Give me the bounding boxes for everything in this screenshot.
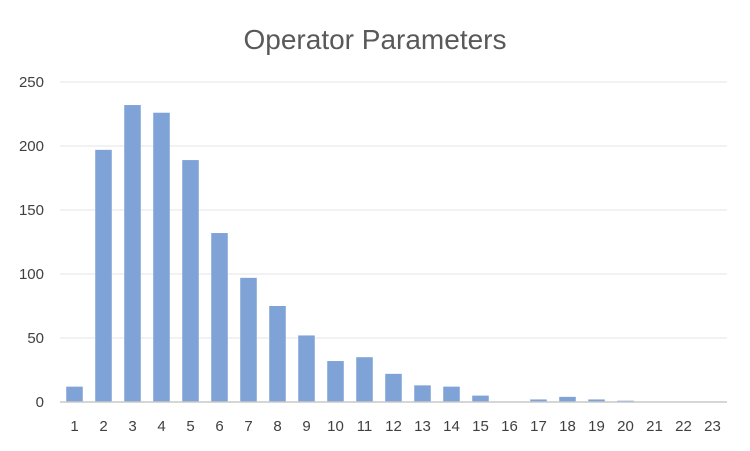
- bar-18: [559, 396, 576, 402]
- x-tick-label: 19: [588, 418, 605, 435]
- bar-9: [298, 335, 315, 402]
- bar-8: [269, 306, 286, 402]
- x-tick-label: 4: [157, 418, 165, 435]
- bar-10: [327, 361, 344, 402]
- y-tick-label: 50: [27, 330, 44, 347]
- x-tick-label: 6: [215, 418, 223, 435]
- y-tick-label: 150: [19, 202, 44, 219]
- bar-1: [66, 386, 83, 402]
- x-tick-label: 21: [646, 418, 663, 435]
- x-tick-label: 8: [273, 418, 281, 435]
- x-tick-label: 12: [385, 418, 402, 435]
- y-axis-ticks: 0 50 100 150 200 250: [19, 74, 44, 411]
- chart-title: Operator Parameters: [244, 24, 507, 55]
- y-tick-label: 100: [19, 266, 44, 283]
- bar-2: [95, 149, 112, 402]
- bar-3: [124, 105, 141, 402]
- y-tick-label: 200: [19, 138, 44, 155]
- x-tick-label: 11: [357, 418, 373, 435]
- x-tick-label: 15: [472, 418, 489, 435]
- bar-14: [443, 386, 460, 402]
- x-tick-label: 17: [530, 418, 547, 435]
- x-tick-label: 23: [704, 418, 721, 435]
- x-tick-label: 13: [414, 418, 431, 435]
- x-tick-label: 3: [128, 418, 136, 435]
- bars: [66, 105, 634, 402]
- bar-7: [240, 277, 257, 402]
- x-tick-label: 20: [617, 418, 634, 435]
- x-axis-ticks: 1 2 3 4 5 6 7 8 9 10 11 12 13 14 15 16 17 18 19 20 21 22 23: [70, 418, 721, 435]
- bar-4: [153, 112, 170, 402]
- x-tick-label: 18: [559, 418, 576, 435]
- x-tick-label: 5: [186, 418, 194, 435]
- bar-11: [356, 357, 373, 402]
- bar-5: [182, 160, 199, 402]
- x-tick-label: 1: [70, 418, 78, 435]
- y-tick-label: 0: [36, 394, 44, 411]
- bar-15: [472, 395, 489, 402]
- bar-17: [530, 399, 547, 402]
- bar-13: [414, 385, 431, 402]
- bar-12: [385, 373, 402, 402]
- x-tick-label: 7: [244, 418, 252, 435]
- x-tick-label: 2: [99, 418, 107, 435]
- x-tick-label: 14: [443, 418, 460, 435]
- x-tick-label: 22: [675, 418, 692, 435]
- x-tick-label: 9: [302, 418, 310, 435]
- x-tick-label: 16: [501, 418, 518, 435]
- x-tick-label: 10: [327, 418, 344, 435]
- y-tick-label: 250: [19, 74, 44, 91]
- bar-6: [211, 233, 228, 402]
- gridlines: [60, 81, 727, 339]
- bar-19: [588, 399, 605, 402]
